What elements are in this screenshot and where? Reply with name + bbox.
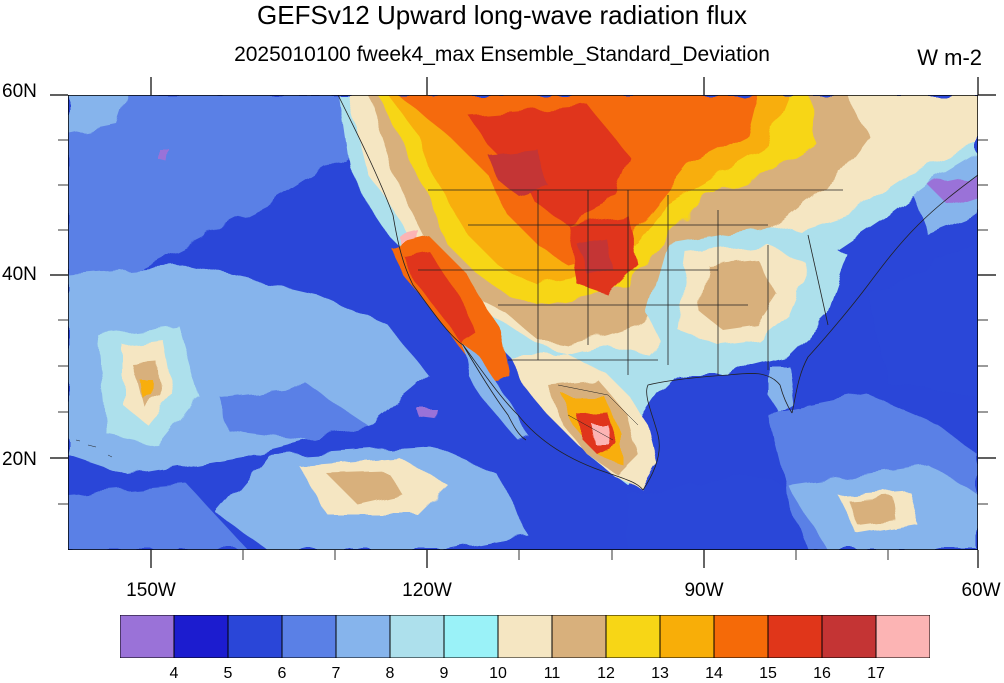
- colorbar-tick-label: 15: [759, 665, 777, 682]
- map-title: GEFSv12 Upward long-wave radiation flux: [257, 0, 747, 30]
- colorbar-swatch: [443, 615, 499, 658]
- colorbar-swatch: [227, 615, 283, 658]
- lat-label-20n: 20N: [2, 449, 37, 470]
- colorbar-tick-label: 9: [439, 665, 449, 682]
- map-plot-area: [67, 94, 979, 551]
- colorbar-tick-label: 7: [331, 665, 341, 682]
- lat-label-60n: 60N: [2, 81, 37, 102]
- colorbar-tick-label: 12: [597, 665, 615, 682]
- lon-label-60w: 60W: [961, 580, 1001, 601]
- map-subtitle: 2025010100 fweek4_max Ensemble_Standard_…: [234, 43, 770, 66]
- colorbar-swatch: [173, 615, 229, 658]
- colorbar-swatch: [821, 615, 877, 658]
- colorbar-tick-label: 13: [651, 665, 669, 682]
- colorbar-tick-label: 16: [813, 665, 831, 682]
- units-label: W m-2: [917, 45, 982, 70]
- colorbar-tick-label: 5: [223, 665, 233, 682]
- colorbar-swatch: [120, 615, 175, 658]
- colorbar-swatch: [281, 615, 337, 658]
- colorbar-swatch: [875, 615, 930, 658]
- colorbar-swatch: [497, 615, 553, 658]
- colorbar-swatch: [551, 615, 607, 658]
- map-field: [67, 94, 979, 551]
- colorbar-tick-label: 4: [169, 665, 179, 682]
- lon-label-150w: 150W: [126, 580, 176, 601]
- colorbar-tick-label: 10: [489, 665, 507, 682]
- colorbar-tick-label: 8: [385, 665, 395, 682]
- colorbar-swatch: [605, 615, 661, 658]
- colorbar-swatch: [713, 615, 769, 658]
- colorbar-tick-label: 11: [543, 665, 561, 682]
- colorbar-swatch: [335, 615, 391, 658]
- colorbar-tick-label: 17: [867, 665, 885, 682]
- lat-label-40n: 40N: [2, 264, 37, 285]
- colorbar-swatch: [659, 615, 715, 658]
- colorbar-tick-label: 6: [277, 665, 287, 682]
- colorbar-swatch: [389, 615, 445, 658]
- colorbar: [120, 615, 930, 658]
- colorbar-tick-label: 14: [705, 665, 723, 682]
- colorbar-swatch: [767, 615, 823, 658]
- lon-label-120w: 120W: [402, 580, 452, 601]
- lon-label-90w: 90W: [684, 580, 724, 601]
